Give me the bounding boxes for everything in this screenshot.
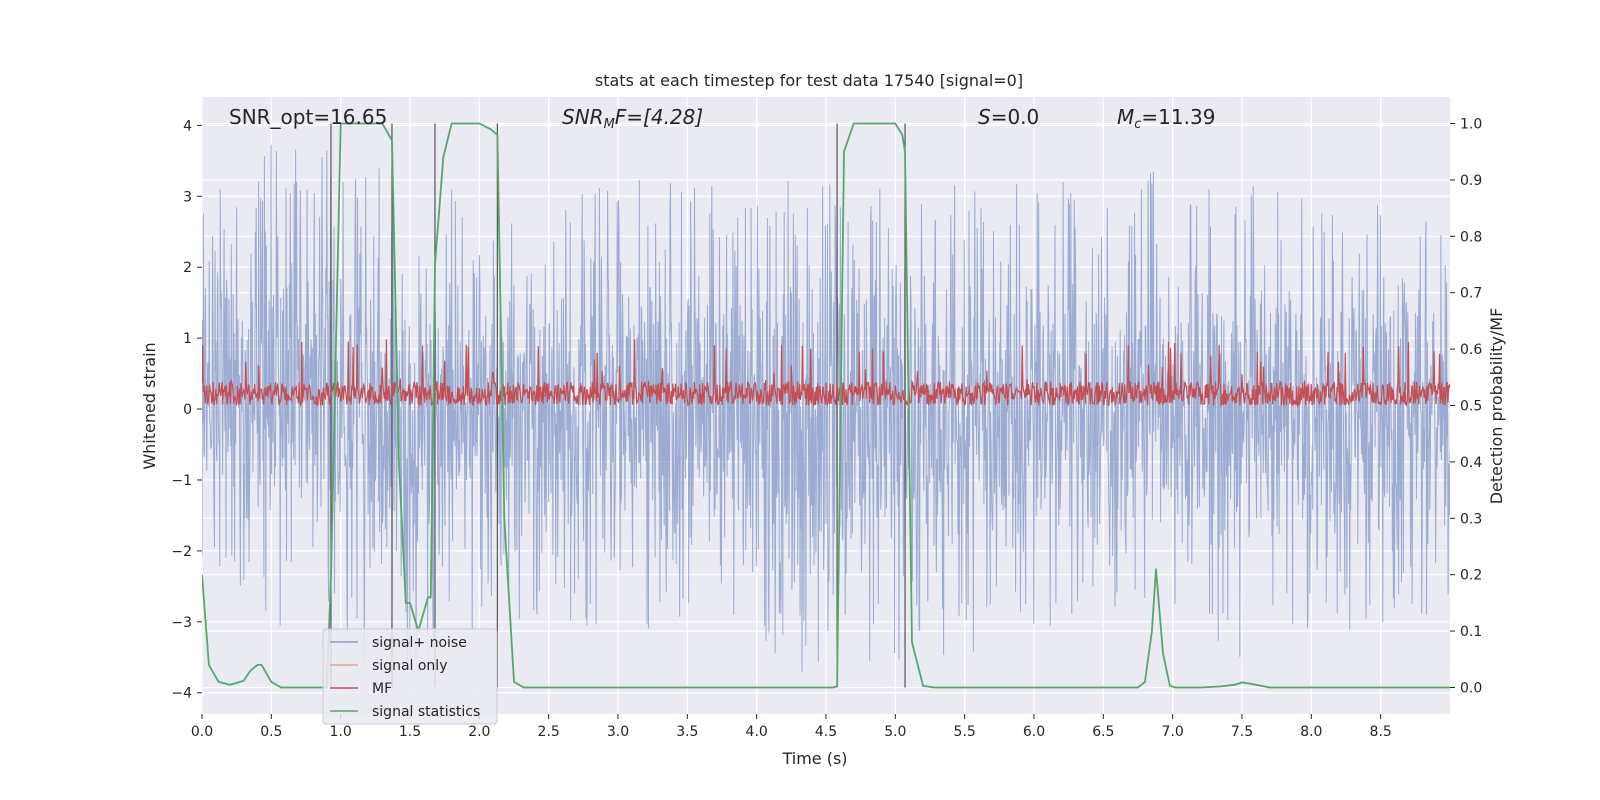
snr-mf-base: SNR	[562, 105, 604, 129]
y-left-tick-label-3: 1	[183, 331, 192, 347]
mc-var: M	[1117, 105, 1134, 129]
y-left-tick-label-8: −4	[171, 686, 192, 702]
y-right-tick-label-3: 0.7	[1460, 286, 1482, 302]
y-right-axis-ticks: 1.0 0.9 0.8 0.7 0.6 0.5 0.4 0.3 0.2 0.1 0.0	[1450, 117, 1482, 696]
x-tick-label-6: 3.0	[607, 724, 629, 740]
y-left-tick-label-6: −2	[171, 544, 192, 560]
legend-label-signal: signal only	[372, 658, 447, 674]
signal-statistics-series	[202, 122, 1450, 689]
x-tick-label-4: 2.0	[468, 724, 490, 740]
snr-mf-rest: F=[4.28]	[615, 105, 703, 129]
x-tick-label-1: 0.5	[260, 724, 282, 740]
x-tick-label-11: 5.5	[954, 724, 976, 740]
x-tick-label-16: 8.0	[1300, 724, 1322, 740]
signal-noise-series	[202, 144, 1450, 673]
y-right-tick-label-5: 0.5	[1460, 399, 1482, 415]
legend-box	[322, 628, 498, 725]
y-left-tick-label-2: 2	[183, 260, 192, 276]
y-left-axis-ticks: 4 3 2 1 0 −1 −2 −3 −4	[171, 118, 202, 702]
x-tick-label-17: 8.5	[1370, 724, 1392, 740]
snr-mf-sub: M	[604, 117, 615, 132]
mf-series	[202, 339, 1450, 408]
y-right-tick-label-9: 0.1	[1460, 624, 1482, 640]
x-tick-label-12: 6.0	[1023, 724, 1045, 740]
s-var: S	[978, 105, 991, 129]
snr-mf-annotation: SNRMF=[4.28]	[562, 105, 703, 132]
series-signal-statistics-line	[202, 122, 1450, 689]
x-tick-label-2: 1.0	[330, 724, 352, 740]
y-left-tick-label-0: 4	[183, 118, 192, 134]
x-tick-label-5: 2.5	[538, 724, 560, 740]
x-tick-label-10: 5.0	[884, 724, 906, 740]
x-axis-ticks: 0.0 0.5 1.0 1.5 2.0 2.5 3.0 3.5 4.0 4.5 5.0 5.5 6.0 6…	[191, 714, 1392, 740]
mc-sub: c	[1134, 117, 1141, 132]
y-right-tick-label-7: 0.3	[1460, 511, 1482, 527]
x-tick-label-7: 3.5	[676, 724, 698, 740]
mc-rest: =11.39	[1141, 105, 1215, 129]
y-right-tick-label-6: 0.4	[1460, 455, 1482, 471]
series-signal-noise-line	[202, 144, 1450, 673]
chart-title: stats at each timestep for test data 175…	[595, 71, 1023, 90]
mc-annotation: Mc=11.39	[1117, 105, 1215, 132]
y-left-tick-label-4: 0	[183, 402, 192, 418]
x-tick-label-13: 6.5	[1092, 724, 1114, 740]
x-tick-label-14: 7.0	[1162, 724, 1184, 740]
y-left-tick-label-5: −1	[171, 473, 192, 489]
y-right-tick-label-0: 1.0	[1460, 117, 1482, 133]
x-tick-label-15: 7.5	[1231, 724, 1253, 740]
y-left-tick-label-1: 3	[183, 189, 192, 205]
x-axis-label: Time (s)	[781, 749, 847, 768]
s-annotation: S=0.0	[978, 105, 1039, 129]
s-rest: =0.0	[991, 105, 1040, 129]
x-tick-label-0: 0.0	[191, 724, 213, 740]
y-left-axis-label: Whitened strain	[140, 342, 159, 469]
y-right-tick-label-4: 0.6	[1460, 342, 1482, 358]
y-right-tick-label-10: 0.0	[1460, 680, 1482, 696]
legend: signal+ noise signal only MF signal stat…	[322, 628, 498, 725]
x-tick-label-8: 4.0	[746, 724, 768, 740]
legend-label-stats: signal statistics	[372, 704, 480, 720]
series-mf-line	[202, 339, 1450, 408]
legend-label-noise: signal+ noise	[372, 635, 467, 651]
y-right-tick-label-2: 0.8	[1460, 229, 1482, 245]
snr-opt-annotation: SNR_opt=16.65	[229, 105, 387, 129]
y-right-tick-label-1: 0.9	[1460, 173, 1482, 189]
legend-label-mf: MF	[372, 681, 392, 697]
y-right-axis-label: Detection probability/MF	[1487, 308, 1506, 505]
y-right-tick-label-8: 0.2	[1460, 568, 1482, 584]
y-left-tick-label-7: −3	[171, 615, 192, 631]
x-tick-label-3: 1.5	[399, 724, 421, 740]
x-tick-label-9: 4.5	[815, 724, 837, 740]
detection-markers	[330, 123, 906, 688]
